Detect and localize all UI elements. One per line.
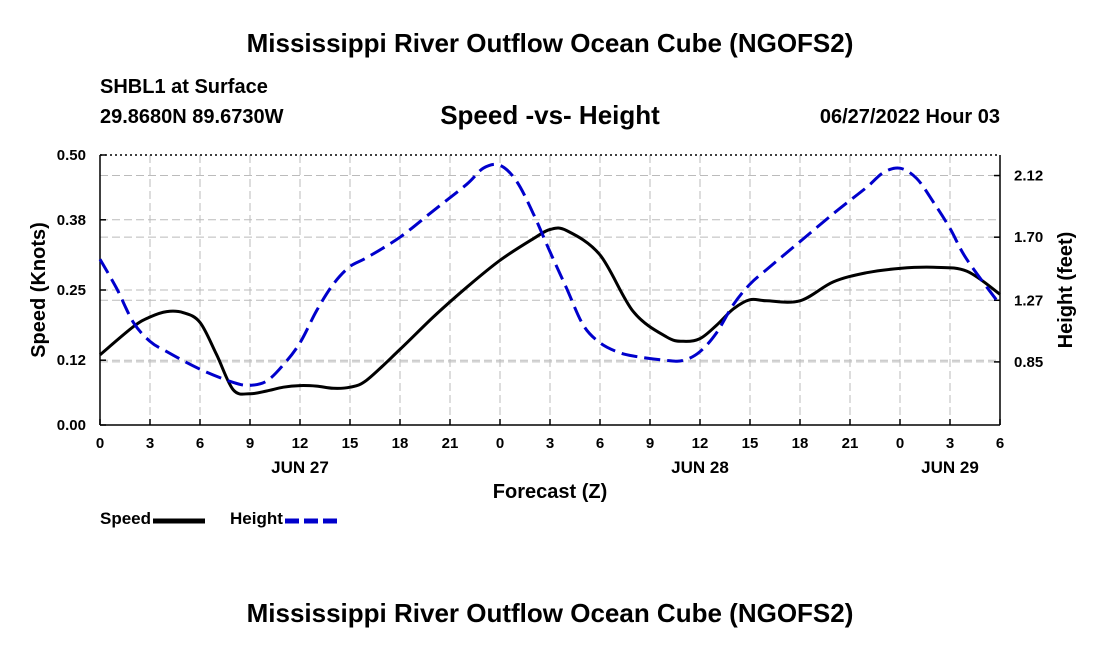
legend-height-swatch [284, 518, 337, 524]
legend-height: Height [230, 509, 339, 529]
y-right-tick-label: 0.85 [1014, 354, 1043, 371]
x-tick-label: 18 [392, 435, 409, 452]
x-tick-label: 9 [246, 435, 254, 452]
x-tick-label: 0 [496, 435, 504, 452]
x-date-label: JUN 27 [271, 458, 329, 477]
y-left-tick-label: 0.50 [57, 147, 86, 164]
x-date-label: JUN 29 [921, 458, 979, 477]
repeated-chart-title: Mississippi River Outflow Ocean Cube (NG… [246, 598, 854, 628]
y-left-tick-label: 0.12 [57, 352, 86, 369]
x-tick-label: 3 [146, 435, 154, 452]
x-tick-label: 3 [546, 435, 554, 452]
chart-title: Mississippi River Outflow Ocean Cube (NG… [246, 28, 854, 58]
x-tick-label: 6 [596, 435, 604, 452]
legend-height-label: Height [230, 509, 283, 528]
legend-speed-swatch [153, 518, 206, 524]
x-tick-label: 0 [896, 435, 904, 452]
y-left-tick-label: 0.00 [57, 417, 86, 434]
x-date-label: JUN 28 [671, 458, 729, 477]
x-tick-label: 12 [292, 435, 309, 452]
x-tick-label: 6 [196, 435, 204, 452]
station-label: SHBL1 at Surface [100, 76, 268, 98]
x-tick-label: 21 [442, 435, 459, 452]
y-left-tick-label: 0.25 [57, 282, 86, 299]
series-line-speed [99, 226, 1001, 396]
x-tick-label: 3 [946, 435, 954, 452]
y-right-tick-label: 1.70 [1014, 229, 1043, 246]
chart-subtitle: Speed -vs- Height [440, 100, 660, 130]
x-tick-label: 9 [646, 435, 654, 452]
coordinates-label: 29.8680N 89.6730W [100, 106, 284, 128]
series-line-height [98, 162, 1002, 387]
y-axis-left-title: Speed (Knots) [28, 222, 50, 358]
x-tick-label: 15 [342, 435, 359, 452]
x-tick-label: 15 [742, 435, 759, 452]
x-tick-label: 6 [996, 435, 1004, 452]
y-right-tick-label: 1.27 [1014, 292, 1043, 309]
legend-speed-label: Speed [100, 509, 152, 528]
x-tick-label: 12 [692, 435, 709, 452]
y-left-tick-label: 0.38 [57, 212, 86, 229]
legend-speed: Speed [100, 509, 207, 529]
y-right-tick-label: 2.12 [1014, 168, 1043, 185]
x-axis-title: Forecast (Z) [492, 481, 608, 503]
x-tick-label: 18 [792, 435, 809, 452]
forecast-datetime: 06/27/2022 Hour 03 [819, 106, 1000, 128]
x-tick-label: 21 [842, 435, 859, 452]
x-tick-label: 0 [96, 435, 104, 452]
y-axis-right-title: Height (feet) [1055, 232, 1077, 349]
